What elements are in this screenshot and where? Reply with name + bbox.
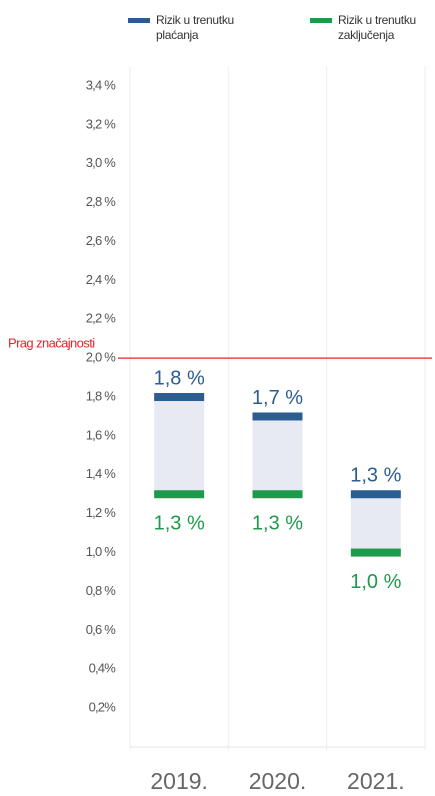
y-tick-label: 0,6 % [86, 622, 116, 637]
y-tick-label: 2,6 % [86, 233, 116, 248]
legend-swatch [310, 18, 332, 23]
range-marker [154, 393, 205, 402]
range-fill [154, 397, 205, 495]
y-tick-label: 2,8 % [86, 194, 116, 209]
y-tick-label: 1,6 % [86, 427, 116, 442]
legend-swatch [128, 18, 150, 23]
legend-label: Rizik u trenutku plaćanja [156, 13, 234, 42]
value-label: 1,3 % [252, 513, 303, 535]
value-label: 1,3 % [154, 513, 205, 535]
x-tick-label: 2020. [249, 768, 307, 794]
y-tick-label: 1,8 % [86, 388, 116, 403]
y-tick-label: 3,2 % [86, 116, 116, 131]
range-marker [252, 412, 303, 421]
range-marker [154, 490, 205, 499]
value-label: 1,8 % [154, 367, 205, 389]
value-label: 1,0 % [350, 571, 401, 593]
x-tick-label: 2021. [347, 768, 405, 794]
y-tick-label: 0,4% [89, 661, 117, 676]
range-marker [350, 548, 401, 557]
threshold-label: Prag značajnosti [8, 336, 95, 351]
x-tick-label: 2019. [150, 768, 208, 794]
y-tick-label: 3,0 % [86, 155, 116, 170]
y-tick-label: 0,8 % [86, 583, 116, 598]
legend-label: Rizik u trenutku zaključenja [338, 13, 416, 42]
range-fill [350, 494, 401, 553]
y-tick-label: 1,4 % [86, 466, 116, 481]
y-tick-label: 1,2 % [86, 505, 116, 520]
y-tick-label: 0,2% [89, 700, 117, 715]
y-tick-label: 2,0 % [86, 350, 116, 365]
range-fill [252, 416, 303, 495]
y-tick-label: 2,4 % [86, 272, 116, 287]
range-marker [350, 490, 401, 499]
range-marker [252, 490, 303, 499]
y-tick-label: 2,2 % [86, 311, 116, 326]
value-label: 1,7 % [252, 387, 303, 409]
value-label: 1,3 % [350, 465, 401, 487]
y-tick-label: 3,4 % [86, 77, 116, 92]
y-tick-label: 1,0 % [86, 544, 116, 559]
